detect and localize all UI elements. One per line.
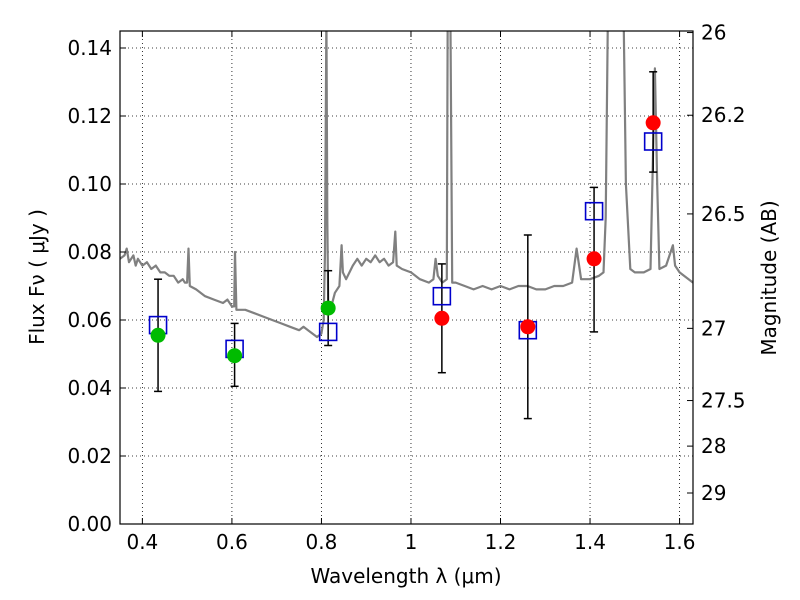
right-tick-label: 28	[701, 434, 726, 458]
observed-point	[227, 348, 243, 364]
x-tick-label: 1	[405, 530, 418, 554]
y-tick-label: 0.08	[67, 240, 112, 264]
y-tick-label: 0.14	[67, 36, 112, 60]
x-tick-label: 0.6	[216, 530, 248, 554]
y-tick-label: 0.06	[67, 308, 112, 332]
y-axis-right: 26 26.2 26.5 27 27.5 28 29	[687, 21, 746, 505]
x-tick-label: 1.2	[485, 530, 517, 554]
model-square-marker	[318, 322, 338, 342]
right-tick-label: 26.2	[701, 103, 746, 127]
observed-point	[586, 251, 602, 267]
right-axis-label: Magnitude (AB)	[757, 200, 781, 355]
x-tick-label: 0.4	[126, 530, 158, 554]
right-tick-label: 29	[701, 481, 726, 505]
observed-point	[520, 319, 536, 335]
right-tick-label: 26.5	[701, 202, 746, 226]
model-spectrum-line	[120, 31, 693, 339]
x-axis-label: Wavelength λ (μm)	[310, 564, 501, 588]
y-tick-label: 0.10	[67, 172, 112, 196]
model-square-marker	[432, 286, 452, 306]
y-tick-label: 0.04	[67, 376, 112, 400]
right-tick-label: 27.5	[701, 389, 746, 413]
y-tick-label: 0.02	[67, 444, 112, 468]
right-tick-label: 27	[701, 316, 726, 340]
y-axis-left: 0.00 0.02 0.04 0.06 0.08 0.10 0.12 0.14	[67, 36, 126, 536]
observed-point	[150, 327, 166, 343]
plot-frame	[119, 30, 694, 525]
observed-point	[645, 115, 661, 131]
y-tick-label: 0.00	[67, 512, 112, 536]
right-tick-label: 26	[701, 21, 726, 45]
x-tick-label: 1.4	[574, 530, 606, 554]
y-axis-label: Flux Fν ( μJy )	[25, 209, 49, 345]
y-tick-label: 0.12	[67, 104, 112, 128]
observed-point	[320, 300, 336, 316]
observed-photometry	[150, 115, 661, 364]
model-square-marker	[584, 201, 604, 221]
x-tick-label: 0.8	[306, 530, 338, 554]
x-axis: 0.4 0.6 0.8 1 1.2 1.4 1.6	[126, 31, 695, 554]
model-spectrum-layer	[120, 31, 693, 339]
x-tick-label: 1.6	[664, 530, 696, 554]
observed-point	[434, 310, 450, 326]
model-square-marker	[643, 132, 663, 151]
